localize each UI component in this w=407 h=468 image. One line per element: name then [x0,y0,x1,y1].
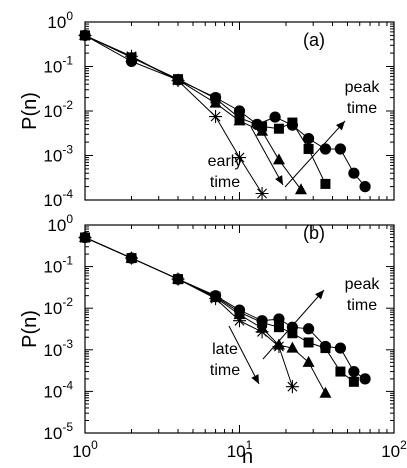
arrow-head [275,175,283,185]
data-point-circle [172,74,184,86]
data-point-star [233,314,246,328]
data-point-triangle [319,386,332,398]
y-tick-label: 10-2 [43,98,73,121]
x-tick-label: 102 [381,438,407,461]
series-line [84,34,302,190]
y-tick-label: 10-4 [43,187,73,210]
data-point-circle [125,55,138,68]
data-point-circle [273,313,285,325]
annotation-arrow [262,289,325,360]
y-tick-label: 100 [47,212,73,235]
y-tick-label: 100 [47,9,73,32]
series-line [84,237,326,394]
annotation-text: peak [345,276,381,293]
data-point-square [303,337,314,348]
data-point-star [255,186,269,200]
data-point-triangle [302,355,315,367]
y-ticks [85,226,394,434]
annotation-late-time: late time [210,325,260,385]
annotation-arrow [228,325,260,385]
data-point-circle [302,323,315,335]
annotation-text: peak [345,79,381,96]
y-tick-label: 10-5 [43,420,73,443]
series-line [84,237,293,387]
data-point-star [209,292,223,306]
data-point-triangle [294,183,307,195]
panel-label: (a) [303,30,325,50]
annotation-peak-time: peak time [284,79,381,188]
annotation-text: early [208,153,243,170]
data-point-circle [359,373,371,385]
data-point-circle [319,143,332,155]
data-point-square [320,178,331,189]
x-ticks [84,22,395,200]
arrow-head [315,290,324,300]
data-point-triangle [233,308,246,320]
x-tick-label: 100 [72,438,98,461]
y-tick-label: 10-1 [43,254,73,277]
y-axis-title: P(n) [19,310,41,348]
data-point-star [78,231,92,245]
annotation-text: time [347,100,377,117]
data-point-square [303,143,314,154]
panel-a: 100 10-1 10-2 10-3 10-4 P(n) (a) peak time early t… [19,9,395,210]
data-point-circle [251,118,263,130]
series-line [84,34,263,194]
series-line [84,237,355,383]
series-triangle [79,231,332,398]
x-axis-title: n [242,446,253,468]
data-point-star [125,251,139,265]
y-tick-label: 10-2 [43,295,73,318]
annotation-peak-time: peak time [262,276,381,360]
data-point-square [320,343,331,354]
data-point-circle [233,105,246,117]
data-point-star [233,151,246,165]
panel-label: (b) [303,223,325,243]
data-point-square [273,322,284,333]
data-point-circle [359,181,371,193]
data-point-circle [269,111,281,123]
x-tick-label: 101 [227,438,253,461]
annotation-text: late [212,341,238,358]
y-tick-label: 10-3 [43,337,73,360]
series-triangle [79,28,307,195]
data-point-triangle [272,153,285,165]
y-tick-label: 10-1 [43,54,73,77]
annotation-arrow [250,126,284,186]
annotation-text: time [210,174,240,191]
arrow-head [335,121,345,131]
data-point-triangle [286,341,299,353]
data-point-square [234,112,245,123]
data-point-circle [348,167,360,179]
data-point-square [273,123,284,134]
data-point-circle [334,342,347,354]
data-point-circle [79,29,91,41]
arrow-head [251,374,259,384]
annotation-early-time: early time [208,126,284,191]
data-point-circle [334,143,347,155]
y-tick-label: 10-4 [43,378,73,401]
data-point-square [335,366,346,377]
annotation-arrow [284,120,346,188]
annotation-text: time [210,362,240,379]
data-point-square [287,328,298,339]
data-point-star [171,272,185,286]
data-point-star [209,110,223,124]
annotation-text: time [347,297,377,314]
data-point-circle [209,92,222,104]
data-point-star [255,325,269,339]
data-point-circle [348,365,360,378]
series-circle [79,29,371,193]
series-line [84,34,326,185]
data-point-square [348,376,359,387]
data-point-circle [286,119,299,131]
y-tick-label: 10-3 [43,143,73,166]
data-point-star [285,380,299,394]
data-point-circle [302,132,315,145]
y-axis-title: P(n) [19,92,41,130]
series-star [78,231,299,394]
data-point-star [272,340,286,354]
